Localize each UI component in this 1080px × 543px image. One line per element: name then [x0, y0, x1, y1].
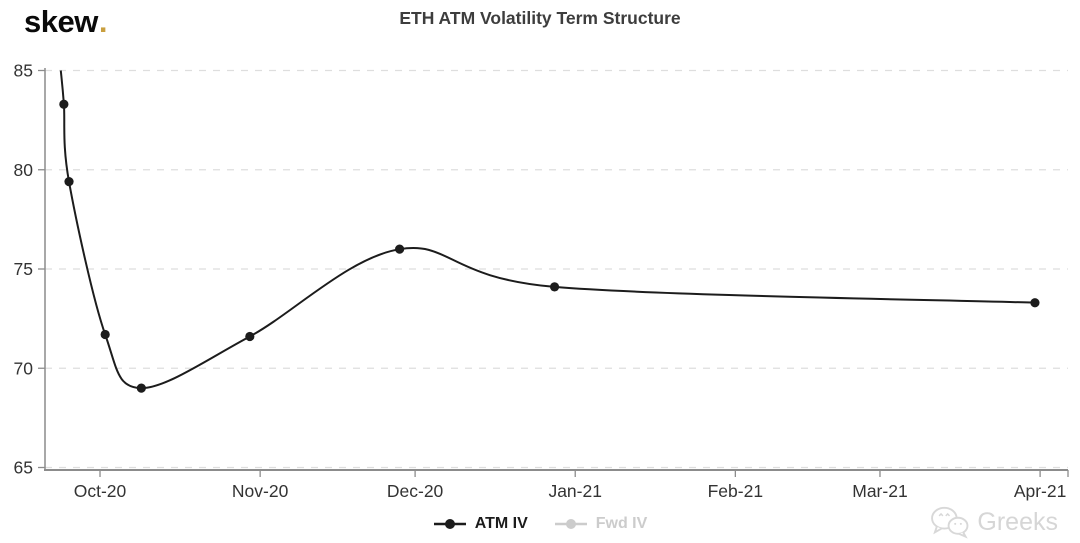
atm-iv-curve [59, 70, 1035, 390]
wechat-icon [929, 505, 971, 539]
legend-label: ATM IV [474, 515, 528, 532]
legend-item-fwd-iv[interactable]: Fwd IV [554, 515, 648, 533]
greeks-watermark: Greeks [929, 505, 1058, 539]
data-point-marker[interactable] [395, 244, 405, 254]
y-axis-label: 70 [14, 358, 34, 378]
x-axis-label: Feb-21 [708, 481, 763, 501]
data-point-marker[interactable] [59, 99, 69, 109]
x-axis-label: Jan-21 [548, 481, 602, 501]
x-axis-label: Mar-21 [852, 481, 907, 501]
data-point-marker[interactable] [245, 331, 255, 342]
y-axis-label: 65 [14, 458, 33, 478]
x-axis-label: Oct-20 [74, 481, 127, 501]
legend-marker-icon [554, 519, 587, 529]
data-point-marker[interactable] [64, 177, 74, 187]
y-axis-label: 80 [14, 160, 34, 180]
x-axis-label: Nov-20 [232, 481, 289, 501]
skew-logo: skew. [24, 2, 107, 42]
legend-item-atm-iv[interactable]: ATM IV [433, 515, 528, 533]
data-point-marker[interactable] [100, 329, 110, 340]
x-axis-label: Apr-21 [1014, 481, 1067, 501]
legend-label: Fwd IV [595, 515, 648, 532]
x-axis-label: Dec-20 [387, 481, 444, 501]
data-point-marker[interactable] [1030, 298, 1040, 308]
legend-marker-icon [433, 519, 466, 529]
chart-legend: ATM IV Fwd IV [0, 515, 1080, 533]
data-point-marker[interactable] [136, 383, 146, 393]
y-axis-label: 85 [14, 61, 33, 81]
data-point-marker[interactable] [549, 282, 560, 292]
watermark-text: Greeks [977, 507, 1058, 536]
y-axis-label: 75 [14, 259, 33, 279]
skew-logo-dot: . [98, 4, 108, 39]
chart-title: ETH ATM Volatility Term Structure [399, 8, 681, 28]
skew-logo-text: skew [24, 4, 98, 39]
